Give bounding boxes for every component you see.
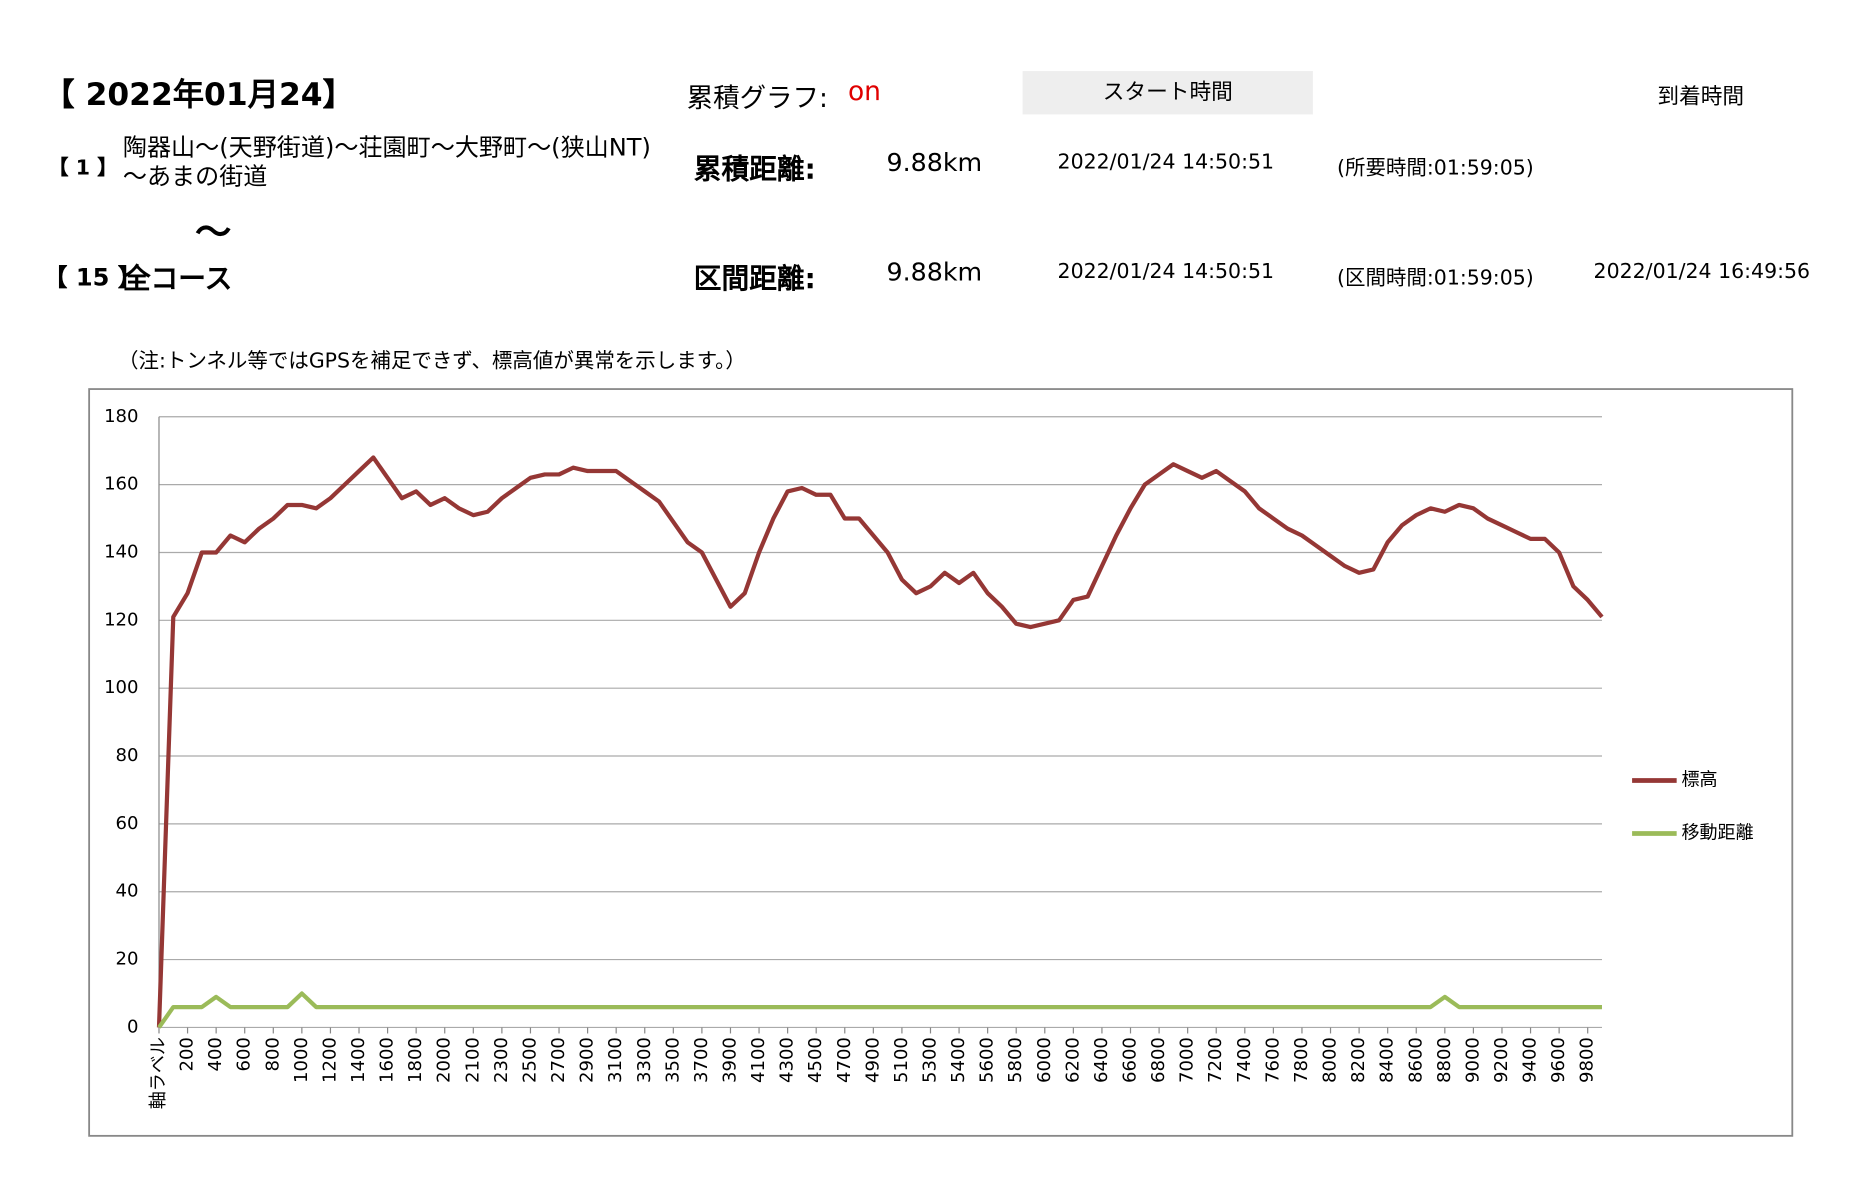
- x-tick-label: 5400: [948, 1037, 969, 1083]
- legend-label: 移動距離: [1681, 823, 1753, 844]
- y-tick-label: 20: [116, 949, 139, 970]
- note: （注:トンネル等ではGPSを補足できず、標高値が異常を示します。）: [118, 349, 746, 374]
- x-tick-label: 2700: [548, 1037, 569, 1083]
- x-tick-label: 600: [234, 1037, 255, 1071]
- series-line: [156, 455, 1604, 1028]
- x-tick-label: 8200: [1348, 1037, 1369, 1083]
- y-tick-label: 60: [116, 813, 139, 834]
- section-label: 区間距離:: [693, 263, 816, 296]
- x-tick-label: 9400: [1520, 1037, 1541, 1083]
- x-tick-label: 8800: [1434, 1037, 1455, 1083]
- x-tick-label: 5100: [891, 1037, 912, 1083]
- to-course: 全コース: [122, 263, 233, 296]
- total-time: (所要時間:01:59:05): [1336, 156, 1534, 181]
- x-tick-label: 1200: [319, 1037, 340, 1083]
- graph-label: 累積グラフ:: [686, 84, 828, 115]
- section-distance: 9.88km: [886, 257, 983, 287]
- x-tick-label: 2300: [491, 1037, 512, 1083]
- total-start: 2022/01/24 14:50:51: [1057, 150, 1275, 175]
- x-tick-label: 7200: [1205, 1037, 1226, 1083]
- x-tick-label: 1000: [291, 1037, 312, 1083]
- x-tick-label: 800: [262, 1037, 283, 1071]
- x-tick-label: 6200: [1062, 1037, 1083, 1083]
- x-tick-label: 9800: [1577, 1037, 1598, 1083]
- date: 【 2022年01月24】: [43, 77, 354, 114]
- y-tick-label: 80: [116, 745, 139, 766]
- x-tick-label: 2900: [577, 1037, 598, 1083]
- x-tick-label: 6400: [1091, 1037, 1112, 1083]
- total-label: 累積距離:: [693, 154, 816, 186]
- chart-frame: [88, 388, 1794, 1137]
- y-tick-label: 120: [104, 609, 138, 630]
- x-tick-label: 200: [177, 1037, 198, 1071]
- y-tick-label: 40: [116, 881, 139, 902]
- from-no: 【 1 】: [48, 156, 118, 181]
- x-tick-label: 400: [205, 1037, 226, 1071]
- x-tick-label: 2500: [519, 1037, 540, 1083]
- x-tick-label: 4900: [862, 1037, 883, 1083]
- x-tick-label: 7400: [1234, 1037, 1255, 1083]
- x-tick-label: 6800: [1148, 1037, 1169, 1083]
- x-tick-label: 8600: [1405, 1037, 1426, 1083]
- y-tick-label: 180: [104, 406, 138, 427]
- x-tick-label: 2000: [434, 1037, 455, 1083]
- end-label: 到着時間: [1657, 84, 1745, 110]
- x-tick-label: 6600: [1120, 1037, 1141, 1083]
- x-tick-label: 3500: [662, 1037, 683, 1083]
- x-tick-label: 7600: [1262, 1037, 1283, 1083]
- x-tick-label: 1400: [348, 1037, 369, 1083]
- x-tick-label: 4300: [777, 1037, 798, 1083]
- x-tick-label: 4700: [834, 1037, 855, 1083]
- total-distance: 9.88km: [886, 148, 983, 178]
- x-tick-label: 8000: [1320, 1037, 1341, 1083]
- x-tick-label: 9000: [1462, 1037, 1483, 1083]
- x-tick-label: 4500: [805, 1037, 826, 1083]
- tilde: ～: [195, 211, 232, 255]
- x-tick-label: 4100: [748, 1037, 769, 1083]
- section-time: (区間時間:01:59:05): [1336, 266, 1534, 291]
- x-tick-label: 6000: [1034, 1037, 1055, 1083]
- x-tick-label: 1600: [377, 1037, 398, 1083]
- x-tick-label: 7000: [1177, 1037, 1198, 1083]
- x-tick-label: 5800: [1005, 1037, 1026, 1083]
- y-tick-label: 140: [104, 541, 138, 562]
- x-tick-label: 7800: [1291, 1037, 1312, 1083]
- x-tick-label: 3300: [634, 1037, 655, 1083]
- section-end: 2022/01/24 16:49:56: [1593, 260, 1811, 285]
- x-tick-label: 9200: [1491, 1037, 1512, 1083]
- x-tick-label: 5300: [919, 1037, 940, 1083]
- y-tick-label: 160: [104, 474, 138, 495]
- series-line: [157, 991, 1602, 1029]
- x-tick-label: 8400: [1377, 1037, 1398, 1083]
- x-tick-label: 5600: [977, 1037, 998, 1083]
- start-label: スタート時間: [1022, 71, 1313, 115]
- section-start: 2022/01/24 14:50:51: [1057, 260, 1275, 285]
- x-tick-label: 軸ラベル: [148, 1037, 169, 1109]
- graph-state: on: [847, 77, 881, 108]
- x-tick-label: 9600: [1548, 1037, 1569, 1083]
- x-tick-label: 2100: [462, 1037, 483, 1083]
- legend-label: 標高: [1681, 770, 1717, 791]
- x-tick-label: 1800: [405, 1037, 426, 1083]
- y-tick-label: 100: [104, 677, 138, 698]
- x-tick-label: 3700: [691, 1037, 712, 1083]
- x-tick-label: 3900: [719, 1037, 740, 1083]
- from-course: 陶器山～(天野街道)～荘園町～大野町～(狭山NT)～あまの街道: [122, 132, 651, 191]
- x-tick-label: 3100: [605, 1037, 626, 1083]
- to-no: 【 15 】: [43, 262, 142, 292]
- y-tick-label: 0: [127, 1016, 138, 1037]
